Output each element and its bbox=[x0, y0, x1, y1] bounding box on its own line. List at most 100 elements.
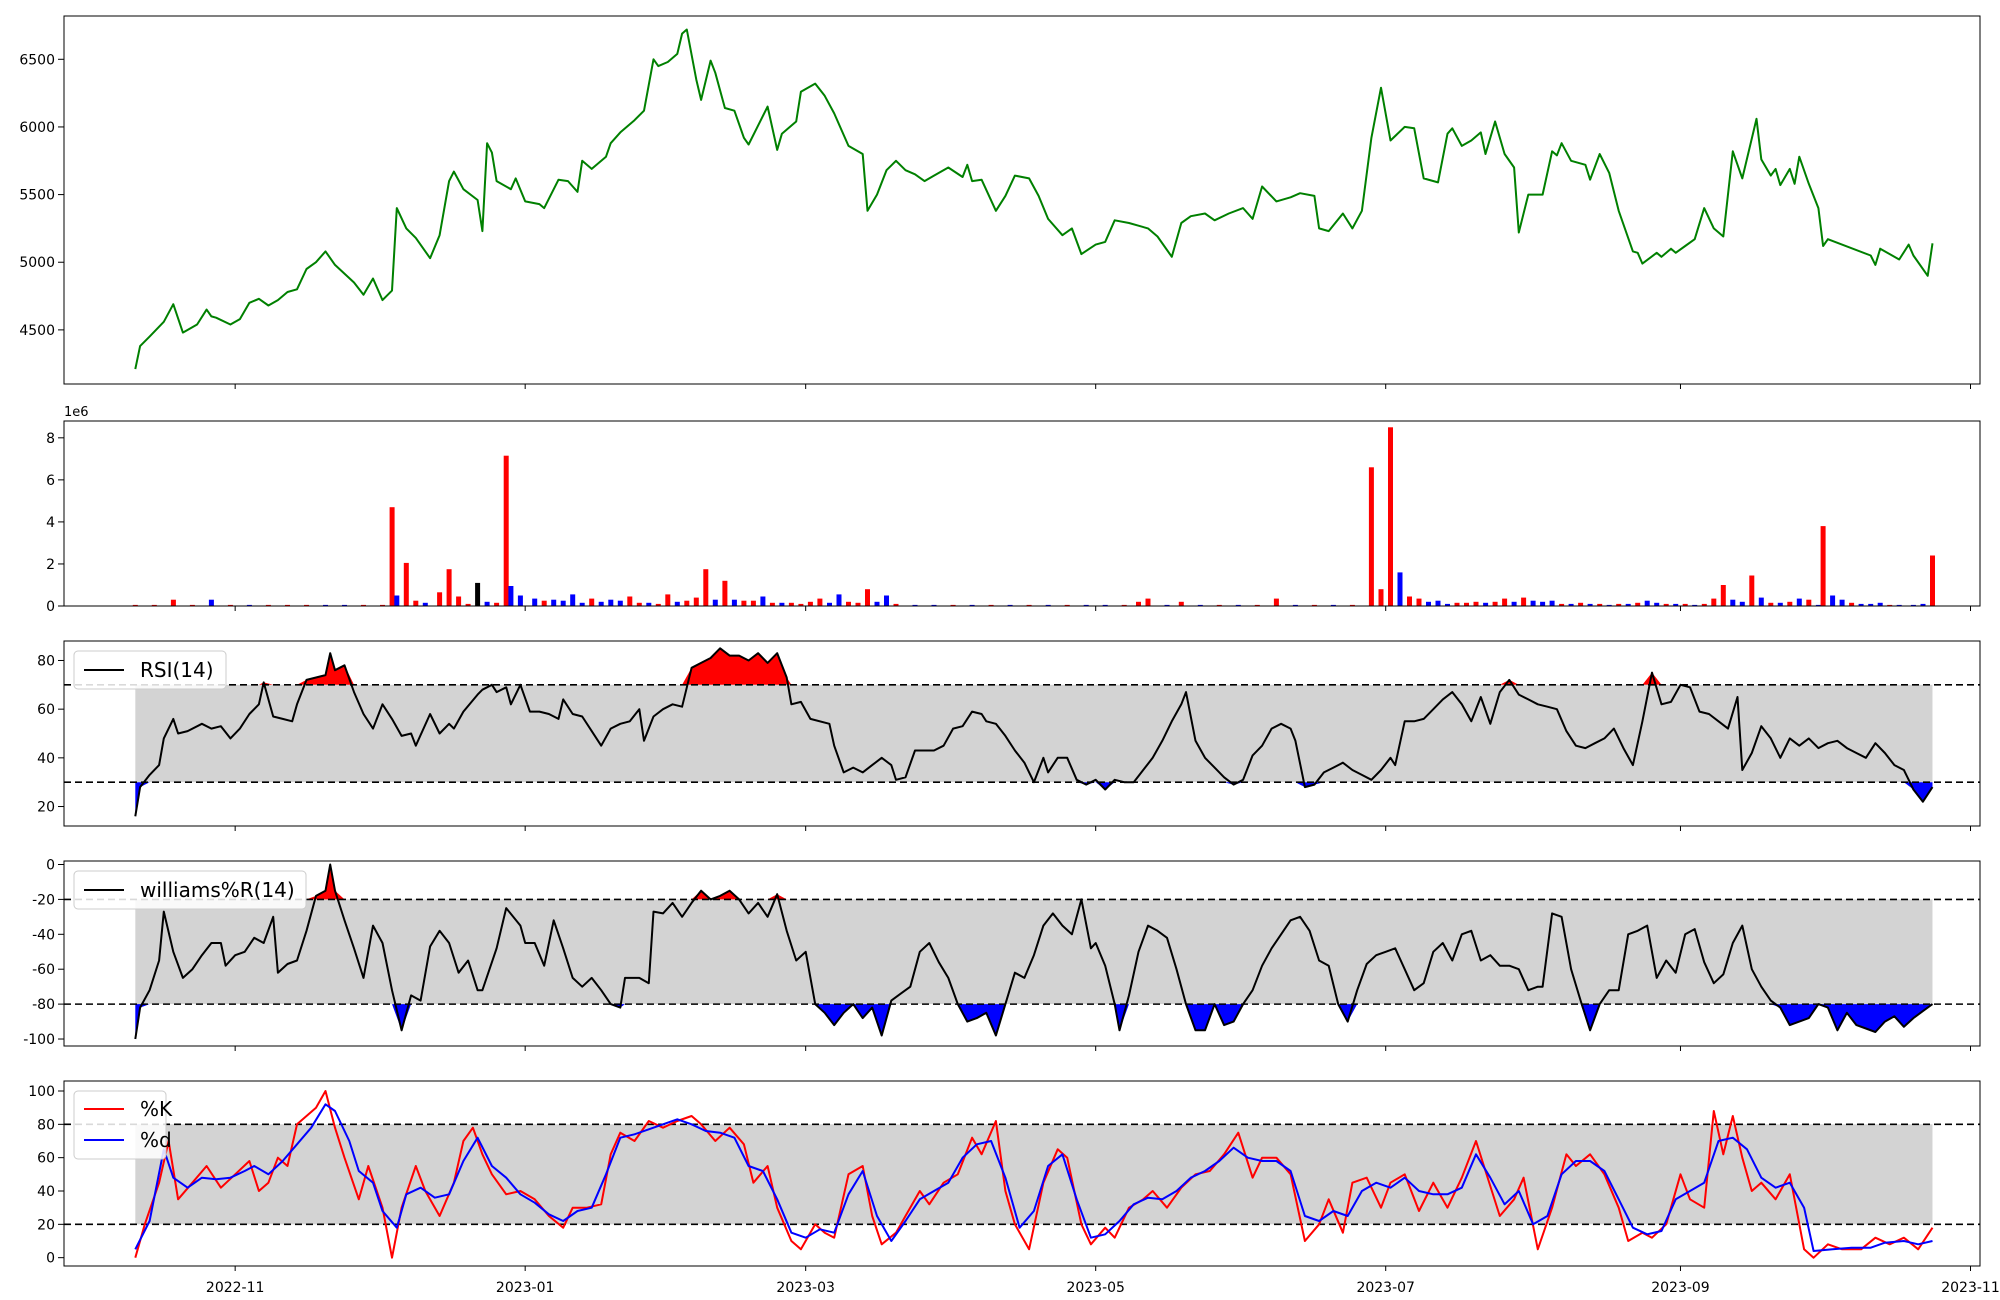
x-tick-label: 2023-11 bbox=[1941, 1280, 2000, 1296]
volume-bar bbox=[1483, 602, 1489, 606]
volume-bar bbox=[1064, 604, 1070, 606]
volume-bar bbox=[1178, 601, 1184, 606]
volume-bar bbox=[1435, 600, 1441, 606]
volume-bar bbox=[1673, 603, 1679, 606]
stoch-ytick-label: 0 bbox=[46, 1251, 55, 1267]
volume-bar bbox=[1711, 598, 1717, 606]
volume-bar bbox=[1606, 604, 1612, 606]
volume-bar bbox=[1654, 602, 1660, 606]
volume-bar bbox=[874, 601, 880, 606]
price-ytick-label: 6500 bbox=[19, 52, 55, 68]
williams-legend-label: williams%R(14) bbox=[140, 878, 295, 902]
volume-bar bbox=[1007, 604, 1013, 606]
volume-bar bbox=[988, 604, 994, 606]
volume-bar bbox=[617, 600, 623, 606]
volume-bar bbox=[1540, 601, 1546, 606]
volume-bar bbox=[1568, 603, 1574, 606]
price-ytick-label: 5000 bbox=[19, 255, 55, 271]
volume-ytick-label: 4 bbox=[46, 515, 55, 531]
stochastic-legend-k-label: %K bbox=[140, 1097, 173, 1121]
volume-bar bbox=[1839, 599, 1845, 606]
volume-bar bbox=[1426, 601, 1431, 606]
rsi-series-line bbox=[134, 647, 1934, 817]
volume-bar bbox=[1787, 601, 1793, 606]
volume-bar bbox=[1701, 603, 1707, 606]
stoch-ytick-label: 60 bbox=[37, 1151, 55, 1167]
volume-bar bbox=[380, 604, 385, 606]
volume-bar bbox=[1930, 555, 1935, 606]
williams-band bbox=[135, 899, 1933, 1005]
rsi-legend-label: RSI(14) bbox=[140, 658, 214, 682]
volume-bar bbox=[1273, 598, 1279, 606]
volume-bar bbox=[807, 601, 813, 606]
volume-bar bbox=[1830, 595, 1836, 606]
volume-bar bbox=[1749, 575, 1755, 606]
volume-bar bbox=[1473, 601, 1479, 606]
volume-bar bbox=[1454, 602, 1460, 606]
x-tick-label: 2022-11 bbox=[206, 1280, 265, 1296]
volume-bar bbox=[265, 604, 271, 606]
volume-offset-label: 1e6 bbox=[64, 405, 89, 420]
williams-plot: 0 -20 -40 -60 -80 -100 bbox=[23, 857, 1981, 1051]
volume-bar bbox=[1578, 602, 1584, 606]
x-tick-label: 2023-05 bbox=[1066, 1280, 1125, 1296]
rsi-legend: RSI(14) bbox=[73, 650, 227, 690]
volume-bar bbox=[769, 602, 775, 606]
volume-bar bbox=[712, 599, 718, 606]
williams-legend-box bbox=[73, 870, 307, 910]
volume-bar bbox=[1858, 603, 1864, 606]
price-ytick-label: 5500 bbox=[19, 188, 55, 204]
volume-bar bbox=[1730, 599, 1736, 606]
volume-bar bbox=[1145, 598, 1151, 606]
stochastic-legend: %K %d bbox=[73, 1090, 173, 1160]
williams-ytick-label: -20 bbox=[32, 892, 55, 908]
williams-panel: 0 -20 -40 -60 -80 -100 williams%R(14) bbox=[23, 857, 1981, 1051]
volume-bar bbox=[1216, 604, 1222, 606]
volume-bar bbox=[703, 569, 709, 606]
williams-ytick-label: -80 bbox=[32, 997, 55, 1013]
volume-bar bbox=[403, 562, 409, 606]
price-panel: 4500 5000 5500 6000 6500 bbox=[19, 15, 1981, 389]
volume-bar bbox=[1292, 604, 1298, 606]
volume-bar bbox=[1768, 602, 1774, 606]
volume-bar bbox=[1136, 601, 1141, 606]
volume-bar bbox=[1378, 589, 1384, 606]
rsi-overbought-fill bbox=[135, 648, 1933, 685]
volume-bar bbox=[884, 595, 889, 606]
volume-bar bbox=[1407, 596, 1412, 606]
volume-ytick-label: 2 bbox=[46, 557, 55, 573]
volume-bar bbox=[1349, 604, 1355, 606]
volume-bar bbox=[285, 604, 290, 606]
volume-bar bbox=[950, 604, 956, 606]
volume-bar bbox=[389, 507, 395, 606]
volume-bar bbox=[1464, 602, 1469, 606]
volume-bar bbox=[674, 601, 680, 606]
volume-bar bbox=[456, 596, 462, 606]
rsi-panel: 20 40 60 80 RSI(14) bbox=[37, 640, 1981, 831]
rsi-plot: 20 40 60 80 bbox=[37, 640, 1981, 831]
volume-bar bbox=[1910, 604, 1916, 606]
volume-bar bbox=[227, 604, 233, 606]
volume-ytick-label: 6 bbox=[46, 473, 55, 489]
volume-bar bbox=[1806, 599, 1812, 606]
volume-bar bbox=[517, 595, 523, 606]
volume-bar bbox=[893, 603, 899, 606]
volume-bar bbox=[508, 586, 514, 606]
volume-frame bbox=[63, 420, 1981, 607]
volume-bar bbox=[475, 582, 481, 606]
volume-bar bbox=[170, 599, 176, 606]
volume-bar bbox=[532, 598, 538, 606]
volume-bar bbox=[465, 603, 471, 606]
volume-bar bbox=[779, 602, 785, 606]
volume-bar bbox=[151, 604, 157, 606]
volume-bar bbox=[1102, 604, 1108, 606]
volume-bar bbox=[1758, 597, 1764, 606]
rsi-band bbox=[135, 684, 1933, 783]
williams-legend: williams%R(14) bbox=[73, 870, 307, 910]
volume-bar bbox=[865, 589, 870, 606]
volume-bar bbox=[484, 601, 490, 606]
stochastic-panel: 0 20 40 60 80 100 %K %d bbox=[28, 1080, 1981, 1271]
volume-bar bbox=[1896, 604, 1902, 606]
